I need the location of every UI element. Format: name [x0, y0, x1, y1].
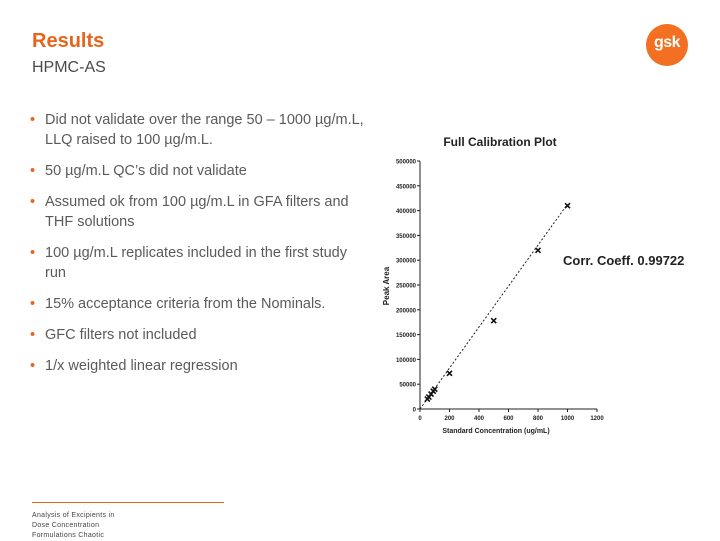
bullet-text: 1/x weighted linear regression — [45, 358, 238, 374]
bullet-item: • Did not validate over the range 50 – 10… — [30, 110, 365, 150]
bullet-dot-icon: • — [30, 163, 36, 179]
calibration-chart: Full Calibration Plot Peak Area Standard… — [382, 135, 684, 435]
slide-subtitle: HPMC-AS — [32, 59, 106, 76]
bullet-item: • GFC filters not included — [30, 325, 365, 345]
y-tick-label: 150000 — [396, 333, 417, 339]
y-tick-label: 50000 — [399, 383, 416, 389]
y-tick-label: 400000 — [396, 209, 417, 215]
bullet-text: GFC filters not included — [45, 327, 197, 343]
bullet-text: 15% acceptance criteria from the Nominal… — [45, 296, 326, 312]
x-tick-label: 800 — [533, 416, 544, 422]
y-tick-label: 500000 — [396, 160, 417, 166]
y-tick-label: 100000 — [396, 358, 417, 364]
x-tick-label: 400 — [474, 416, 485, 422]
chart-title: Full Calibration Plot — [443, 135, 556, 149]
bullet-item: • 50 µg/m.L QC’s did not validate — [30, 161, 365, 181]
trendline — [419, 203, 568, 410]
footer-text: Analysis of Excipients in Dose Concentra… — [32, 512, 115, 539]
bullet-dot-icon: • — [30, 112, 36, 128]
x-tick-label: 600 — [503, 416, 514, 422]
bullet-dot-icon: • — [30, 296, 36, 312]
chart-axes: 0 50000 100000 150000 200000 250000 300000 3500… — [396, 160, 604, 423]
data-point-marker — [564, 202, 571, 209]
y-tick-label: 350000 — [396, 234, 417, 240]
bullet-list: • Did not validate over the range 50 – 10… — [30, 110, 365, 387]
y-tick-label: 250000 — [396, 284, 417, 290]
bullet-text: Assumed ok from 100 µg/m.L in GFA filter… — [45, 194, 349, 230]
y-tick-label: 200000 — [396, 308, 417, 314]
bullet-text: Did not validate over the range 50 – 100… — [45, 112, 364, 148]
x-tick-label: 1000 — [561, 416, 575, 422]
x-tick-label: 200 — [444, 416, 455, 422]
x-tick-label: 1200 — [590, 416, 604, 422]
trendline-group — [419, 203, 568, 410]
bullet-item: • Assumed ok from 100 µg/m.L in GFA filte… — [30, 192, 365, 232]
data-point-marker — [431, 386, 438, 393]
bullet-dot-icon: • — [30, 194, 36, 210]
bullet-item: • 1/x weighted linear regression — [30, 356, 365, 376]
data-point-marker — [446, 370, 453, 377]
y-axis-label: Peak Area — [382, 266, 391, 305]
bullet-dot-icon: • — [30, 358, 36, 374]
footer-divider — [32, 502, 224, 503]
x-tick-label: 0 — [418, 416, 422, 422]
corr-coeff-annotation: Corr. Coeff. 0.99722 — [563, 253, 684, 268]
bullet-item: • 100 µg/m.L replicates included in the f… — [30, 243, 365, 283]
data-point-marker — [534, 247, 542, 254]
slide-title: Results — [32, 30, 105, 52]
y-tick-label: 300000 — [396, 259, 417, 265]
x-axis-label: Standard Concentration (ug/mL) — [442, 428, 549, 435]
data-point-marker — [490, 317, 497, 324]
logo-text: gsk — [653, 34, 681, 51]
y-tick-label: 0 — [413, 408, 417, 414]
bullet-item: • 15% acceptance criteria from the Nomina… — [30, 294, 365, 314]
bullet-text: 100 µg/m.L replicates included in the fi… — [45, 245, 348, 281]
bullet-dot-icon: • — [30, 327, 36, 343]
y-tick-label: 450000 — [396, 184, 417, 190]
gsk-logo: gsk — [646, 24, 688, 66]
data-points-group — [424, 202, 571, 403]
bullet-dot-icon: • — [30, 245, 36, 261]
bullet-text: 50 µg/m.L QC’s did not validate — [45, 163, 247, 179]
